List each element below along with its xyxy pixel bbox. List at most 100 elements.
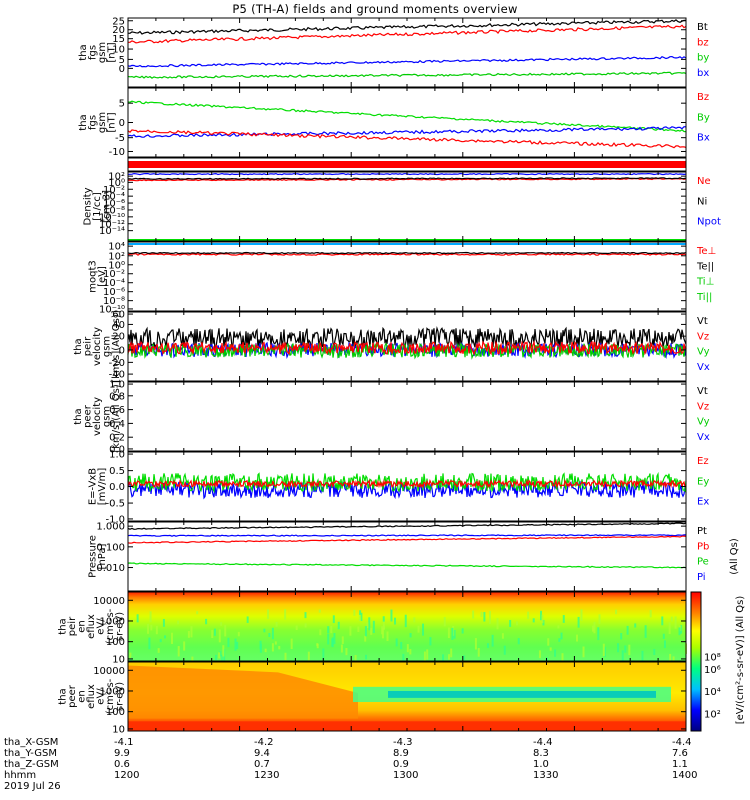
y-axis-label: tha [78,114,89,130]
legend-Ti⊥: Ti⊥ [696,277,714,288]
spectrogram-cell [304,623,307,628]
spectrogram-cell [157,648,160,653]
y-tick-label: 10⁻⁶ [103,287,125,298]
spectrogram-cell [395,638,398,647]
spectrogram-cell [541,614,544,624]
footer-value: 0.6 [114,759,130,770]
spectrogram-cell [549,647,552,651]
legend-Vy: Vy [697,347,710,358]
spectrogram-cell [190,626,193,638]
spectrogram-cell [461,628,464,634]
spectrogram-cell [214,654,217,661]
ne-trace [127,177,687,182]
bt-trace [127,19,686,35]
y-tick-label: 5 [119,55,125,66]
spectrogram-cell [409,633,412,638]
spectrogram-cell [538,650,541,659]
spectrogram-cell [295,625,298,631]
spectrogram-cell [360,612,363,622]
spectrogram-cell [615,609,618,615]
y-tick-label: 10 [112,724,125,735]
y-axis-label: [1/cc] [92,192,103,221]
y-tick-label: 10⁻⁸ [103,296,125,307]
legend-Pb: Pb [697,541,709,552]
y-tick-label: -1.0 [105,514,125,525]
spectrogram-cell [591,625,594,632]
spectrogram-cell [196,611,199,615]
spectrogram-cell [364,626,367,637]
spectrogram-cell [451,627,454,640]
spectrogram-cell [271,627,274,640]
legend-Bz: Bz [697,92,709,103]
y-tick-label: 10⁻² [103,269,125,280]
spectrogram-cell [663,640,666,648]
y-axis-label: sr-eV) [115,682,126,711]
spectrogram-cell [503,645,506,655]
spectrogram-cell [413,617,416,623]
spectrogram-cell [147,623,150,634]
legend-Pe: Pe [697,557,709,568]
colorbar-tick-label: 10⁴ [704,687,721,698]
spectrogram-cell [341,636,344,644]
y-axis-label: tha [78,44,89,60]
spectrogram-cell [234,638,237,651]
legend-Vy: Vy [697,417,710,428]
spectrogram-cell [575,634,578,642]
spectrogram-cell [582,646,585,658]
spectrogram-cell [429,637,432,646]
spectrogram-cell [358,612,361,622]
spectrogram-cell [423,651,426,664]
legend-Vz: Vz [697,401,709,412]
spectrogram-band [128,721,686,731]
y-tick-label: -20 [109,358,125,369]
spectrogram-cell [442,654,445,666]
footer-value: 1200 [114,770,140,781]
y-tick-label: 10⁻⁴ [103,192,125,203]
spectrogram-cell [598,614,601,624]
spectrogram-cell [447,627,450,639]
ex-trace [127,480,687,500]
y-axis-label: [cm-3] [102,190,113,223]
spectrogram-cell [275,621,278,627]
y-tick-label: 1000 [100,686,125,697]
spectrogram-cell [357,626,360,633]
spectrogram-cell [561,653,564,664]
y-tick-label: 10 [112,45,125,56]
panel-frame-pressure [127,521,687,592]
footer-value: 0.7 [254,759,270,770]
spectrogram-cell [359,610,362,615]
footer-value: -4.1 [114,737,134,748]
colorbar-label: [eV/(cm²-s-sr-eV)] (All Qs) [735,596,746,725]
chart-title: P5 (TH-A) fields and ground moments over… [232,2,518,16]
legend-Vz: Vz [697,331,709,342]
spectrogram-cell [620,633,623,640]
spectrogram-cell [236,641,239,649]
y-tick-label: 10⁰ [108,178,125,189]
spectrogram-cell [267,609,270,619]
spectrogram-cell [400,642,403,650]
colorbar [690,591,702,732]
spectrogram-cell [177,620,180,625]
spectrogram-cell [641,650,644,663]
y-tick-label: 10⁻¹⁰ [99,304,125,315]
Bz-trace [127,100,687,133]
spectrogram-cell [501,633,504,639]
y-axis-label: eV/ [96,688,107,705]
legend-Pt: Pt [697,526,707,537]
spectrogram-cell [187,630,190,638]
footer-date: 2019 Jul 26 [4,781,61,792]
spectrogram-cell [486,643,489,648]
spectrogram-cell [509,620,512,627]
spectrogram-band [388,690,656,698]
spectrogram-cell [271,643,274,652]
spectrogram-cell [426,649,429,660]
y-tick-label: 10000 [93,666,125,677]
y-tick-label: 10⁻¹⁴ [99,226,125,237]
y-tick-label: 0.010 [96,563,125,574]
colorbar-tick-label: 10⁶ [704,665,721,676]
y-axis-label: fgs [87,45,98,60]
spectrogram-cell [450,648,453,658]
spectrogram-cell [129,652,132,660]
spectrogram-cell [678,627,681,636]
footer-value: 1230 [254,770,280,781]
